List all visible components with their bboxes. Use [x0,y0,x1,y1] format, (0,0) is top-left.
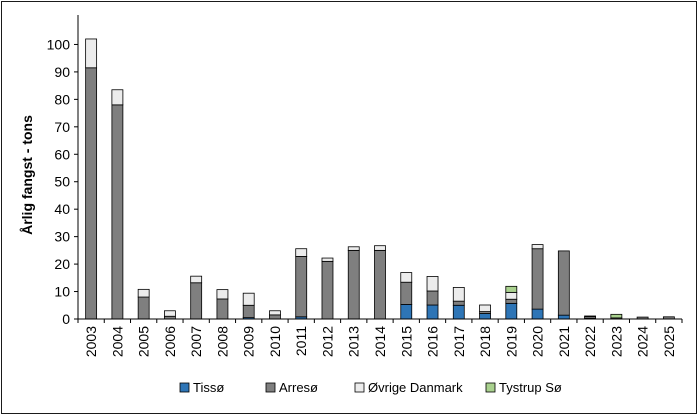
legend-label: Tissø [193,380,224,395]
bar-segment [452,300,465,306]
bar-segment [505,285,518,293]
x-tick-label: 2005 [136,326,152,357]
x-tick-label: 2023 [608,326,624,357]
x-tick-label: 2017 [451,326,467,357]
bar-segment [137,288,150,298]
bar-segment [164,310,176,317]
x-tick-label: 2019 [503,326,519,357]
bar-segment [242,304,255,319]
bar-segment [321,257,334,262]
x-tick-label: 2021 [556,326,572,357]
bar-segment [216,289,229,300]
bar-segment [505,298,518,304]
x-tick-label: 2020 [530,326,546,357]
x-tick-label: 2018 [477,326,493,357]
bar-segment [610,313,623,319]
x-tick-label: 2003 [83,326,99,357]
x-tick-label: 2025 [661,326,677,357]
x-tick-label: 2007 [188,326,204,357]
bar-segment [426,276,439,292]
x-tick-label: 2010 [267,326,283,357]
y-tick-label: 90 [54,64,70,80]
legend-swatch [265,382,276,393]
bar-segment [111,89,124,106]
bar-segment [584,315,596,318]
x-tick-label: 2006 [162,326,178,357]
bar-segment [321,260,334,320]
y-tick-label: 0 [62,311,70,327]
bar-segment [242,292,255,306]
bar-segment [400,272,413,283]
bar-segment [347,249,360,320]
x-tick-label: 2008 [214,326,230,357]
bar-segment [85,38,98,69]
bar-segment [479,304,491,312]
bar-segment [400,281,413,305]
bar-segment [452,304,465,320]
bar-segment [137,296,150,320]
bar-segment [374,249,386,320]
bar-segment [505,302,518,320]
y-tick-label: 100 [47,36,71,52]
bar-segment [400,304,413,320]
legend-label: Øvrige Danmark [368,380,463,395]
y-tick-label: 80 [54,91,70,107]
axes-group: 0 10 20 30 40 50 60 70 80 90 100 2003 2004 2005 2006 20… [47,15,683,357]
bar-segment [557,314,570,320]
x-tick-label: 2024 [635,326,651,357]
y-tick-label: 70 [54,119,70,135]
x-tick-label: 2014 [372,326,388,357]
y-tick-label: 40 [54,201,70,217]
bar-segment [479,313,491,320]
y-tick-label: 20 [54,256,70,272]
x-tick-label: 2011 [293,326,309,356]
bar-segment [190,275,203,284]
x-tick-label: 2012 [319,326,335,357]
y-tick-label: 50 [54,174,70,190]
bar-segment [505,291,518,300]
bar-segment [85,67,98,320]
legend-swatch [179,382,190,393]
bar-segment [374,245,386,251]
x-tick-label: 2022 [582,326,598,357]
bar-segment [295,248,308,257]
bar-segment [531,244,544,250]
y-tick-label: 60 [54,146,70,162]
x-tick-label: 2016 [425,326,441,357]
y-tick-label: 10 [54,284,70,300]
bar-segment [557,250,570,316]
x-tick-label: 2009 [241,326,257,357]
bar-segment [426,304,439,320]
legend-label: Arresø [279,380,318,395]
x-tick-label: 2013 [346,326,362,357]
bar-segment [531,308,544,320]
bar-segment [216,298,229,320]
bar-segment [426,290,439,306]
bars-group [85,38,675,320]
legend-swatch [485,382,496,393]
legend-swatch [354,382,365,393]
y-axis-label: Årlig fangst - tons [19,115,35,235]
legend: Tissø Arresø Øvrige Danmark Tystrup Sø [179,380,562,395]
bar-segment [190,282,203,320]
x-tick-label: 2015 [398,326,414,357]
x-tick-label: 2004 [109,326,125,357]
legend-label: Tystrup Sø [499,380,562,395]
bar-segment [111,104,124,320]
bar-segment [452,287,465,302]
bar-segment [295,256,308,318]
bar-segment [269,310,281,316]
bar-segment [347,246,360,251]
y-tick-label: 30 [54,229,70,245]
bar-segment [531,248,544,310]
bar-segment [269,314,281,320]
